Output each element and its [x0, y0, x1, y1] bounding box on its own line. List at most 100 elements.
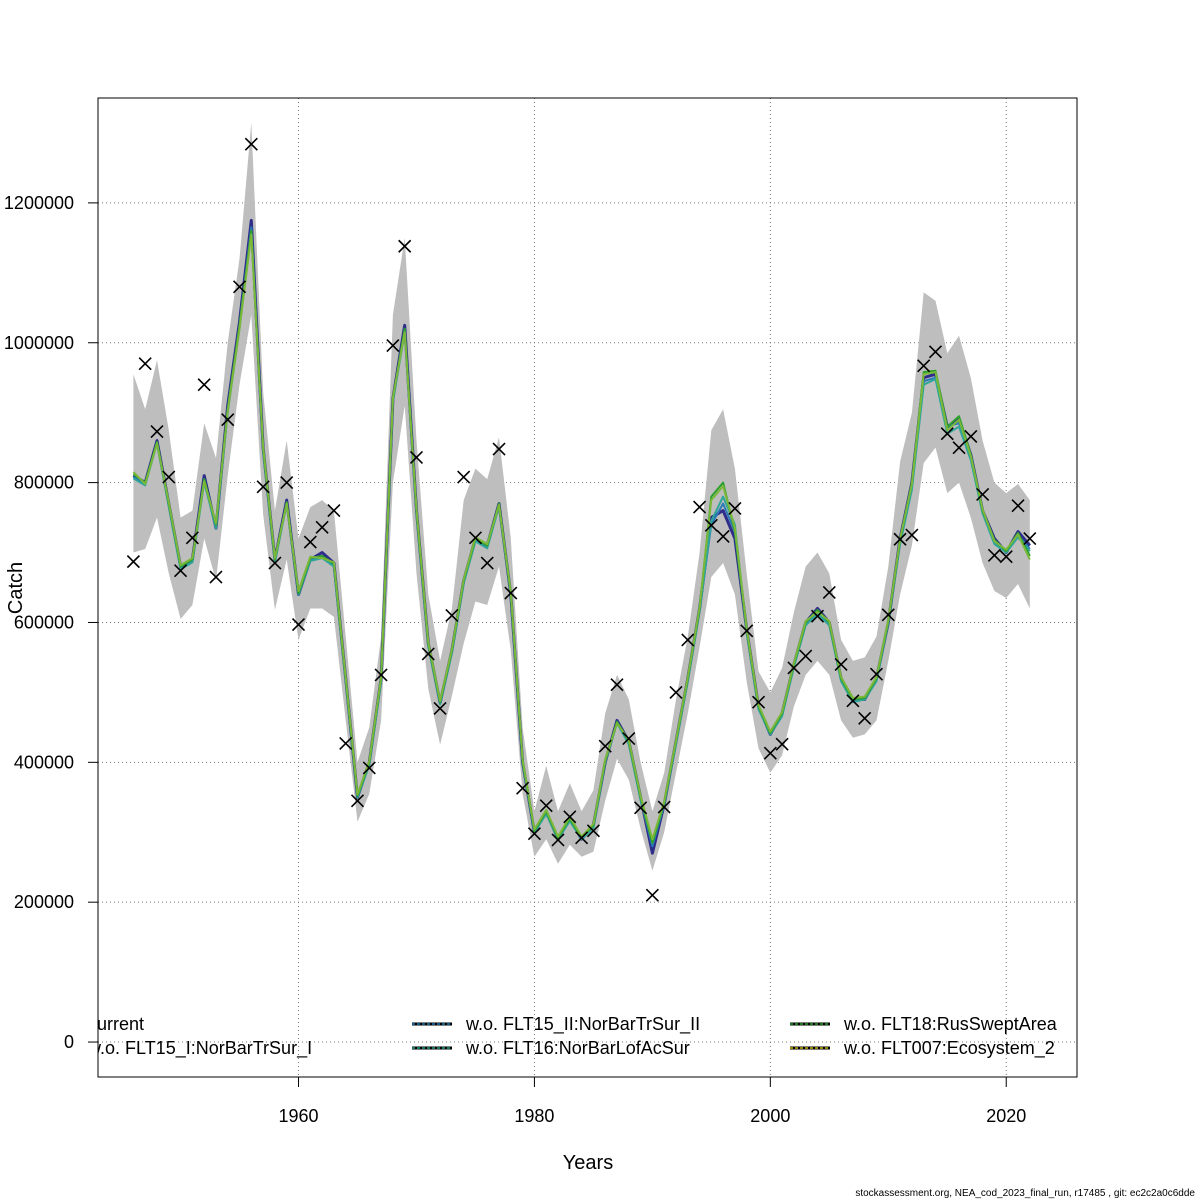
observed-point [575, 831, 589, 845]
observed-point [810, 609, 825, 623]
observed-point [492, 442, 506, 456]
observed-point [480, 556, 494, 570]
observed-point [928, 345, 943, 359]
observed-point [409, 450, 424, 464]
observed-point [645, 888, 659, 902]
y-tick-label: 200000 [14, 892, 74, 912]
observed-point [728, 501, 742, 516]
observed-point [162, 470, 176, 484]
observed-point [138, 357, 152, 371]
observed-point [291, 617, 306, 632]
observed-point [468, 531, 483, 545]
observed-point [539, 799, 553, 813]
observed-point [1023, 531, 1037, 546]
x-axis: 1960 1980 2000 2020 [278, 1077, 1026, 1126]
x-tick-label: 1960 [278, 1106, 318, 1126]
fit-lines [132, 218, 1031, 855]
observed-point [834, 657, 848, 671]
observed-point [999, 550, 1013, 564]
observed-point [598, 739, 612, 753]
observed-point [976, 487, 990, 502]
observed-point [398, 239, 412, 253]
x-tick-label: 2000 [750, 1106, 790, 1126]
observed-point [952, 441, 966, 455]
y-tick-label: 400000 [14, 752, 74, 772]
observed-point [622, 731, 636, 746]
observed-point [221, 413, 235, 427]
observed-point [692, 500, 707, 514]
observed-point [339, 736, 353, 751]
observed-points [126, 137, 1037, 902]
observed-point [634, 801, 648, 815]
observed-point [905, 528, 919, 542]
observed-point [681, 633, 695, 647]
x-axis-title: Years [563, 1152, 613, 1174]
observed-point [964, 429, 978, 444]
observed-point [881, 608, 895, 622]
observed-point [751, 695, 766, 709]
series-line [132, 233, 1031, 841]
y-tick-label: 1000000 [4, 333, 74, 353]
observed-point [350, 794, 365, 808]
observed-point [787, 661, 801, 675]
observed-point [303, 535, 317, 549]
observed-point [1011, 499, 1025, 513]
observed-point [893, 532, 907, 546]
observed-point [869, 667, 884, 681]
observed-point [799, 649, 813, 663]
observed-point [822, 585, 836, 599]
plot-frame [97, 97, 1078, 1078]
observed-point [126, 555, 140, 569]
observed-point [185, 531, 199, 545]
observed-point [433, 701, 447, 716]
observed-point [374, 668, 388, 682]
observed-point [858, 711, 872, 725]
legend-label: w.o. FLT15_I:NorBarTrSur_I [87, 1038, 312, 1059]
observed-point [917, 359, 931, 373]
y-axis-title: Catch [5, 562, 27, 614]
observed-point [987, 548, 1001, 562]
observed-point [209, 570, 223, 584]
observed-point [586, 824, 600, 838]
footer-credit: stockassessment.org, NEA_cod_2023_final_… [855, 1188, 1195, 1199]
observed-point [268, 556, 282, 570]
y-tick-label: 800000 [14, 473, 74, 493]
observed-point [657, 800, 671, 814]
observed-point [256, 480, 270, 494]
observed-point [504, 586, 518, 600]
x-tick-label: 1980 [514, 1106, 554, 1126]
observed-point [457, 470, 471, 484]
observed-point [563, 810, 577, 824]
legend-label: w.o. FLT15_II:NorBarTrSur_II [465, 1014, 700, 1035]
observed-point [232, 280, 247, 294]
observed-point [763, 746, 777, 760]
observed-point [362, 761, 376, 775]
observed-point [197, 378, 211, 392]
observed-point [280, 476, 294, 490]
observed-point [516, 781, 530, 795]
y-tick-label: 1200000 [4, 193, 74, 213]
observed-point [315, 520, 329, 534]
observed-point [704, 518, 718, 532]
observed-point [551, 833, 565, 847]
y-tick-label: 600000 [14, 612, 74, 632]
observed-point [775, 737, 789, 751]
legend-label: w.o. FLT18:RusSweptArea [843, 1014, 1058, 1034]
observed-point [610, 678, 624, 692]
observed-point [527, 827, 541, 841]
observed-point [244, 137, 258, 151]
legend-label: w.o. FLT16:NorBarLofAcSur [465, 1038, 690, 1058]
observed-point [940, 427, 954, 441]
observed-point [150, 424, 164, 439]
observed-point [445, 608, 459, 623]
observed-point [846, 694, 860, 708]
observed-point [174, 564, 188, 578]
observed-point [740, 624, 754, 638]
legend-label: w.o. FLT007:Ecosystem_2 [843, 1038, 1055, 1059]
x-tick-label: 2020 [986, 1106, 1026, 1126]
legend: current w.o. FLT15_I:NorBarTrSur_I w.o. FL… [87, 1014, 1058, 1059]
y-tick-label: 0 [64, 1032, 74, 1052]
observed-point [386, 338, 400, 353]
legend-label: current [88, 1014, 144, 1034]
observed-point [669, 685, 683, 699]
